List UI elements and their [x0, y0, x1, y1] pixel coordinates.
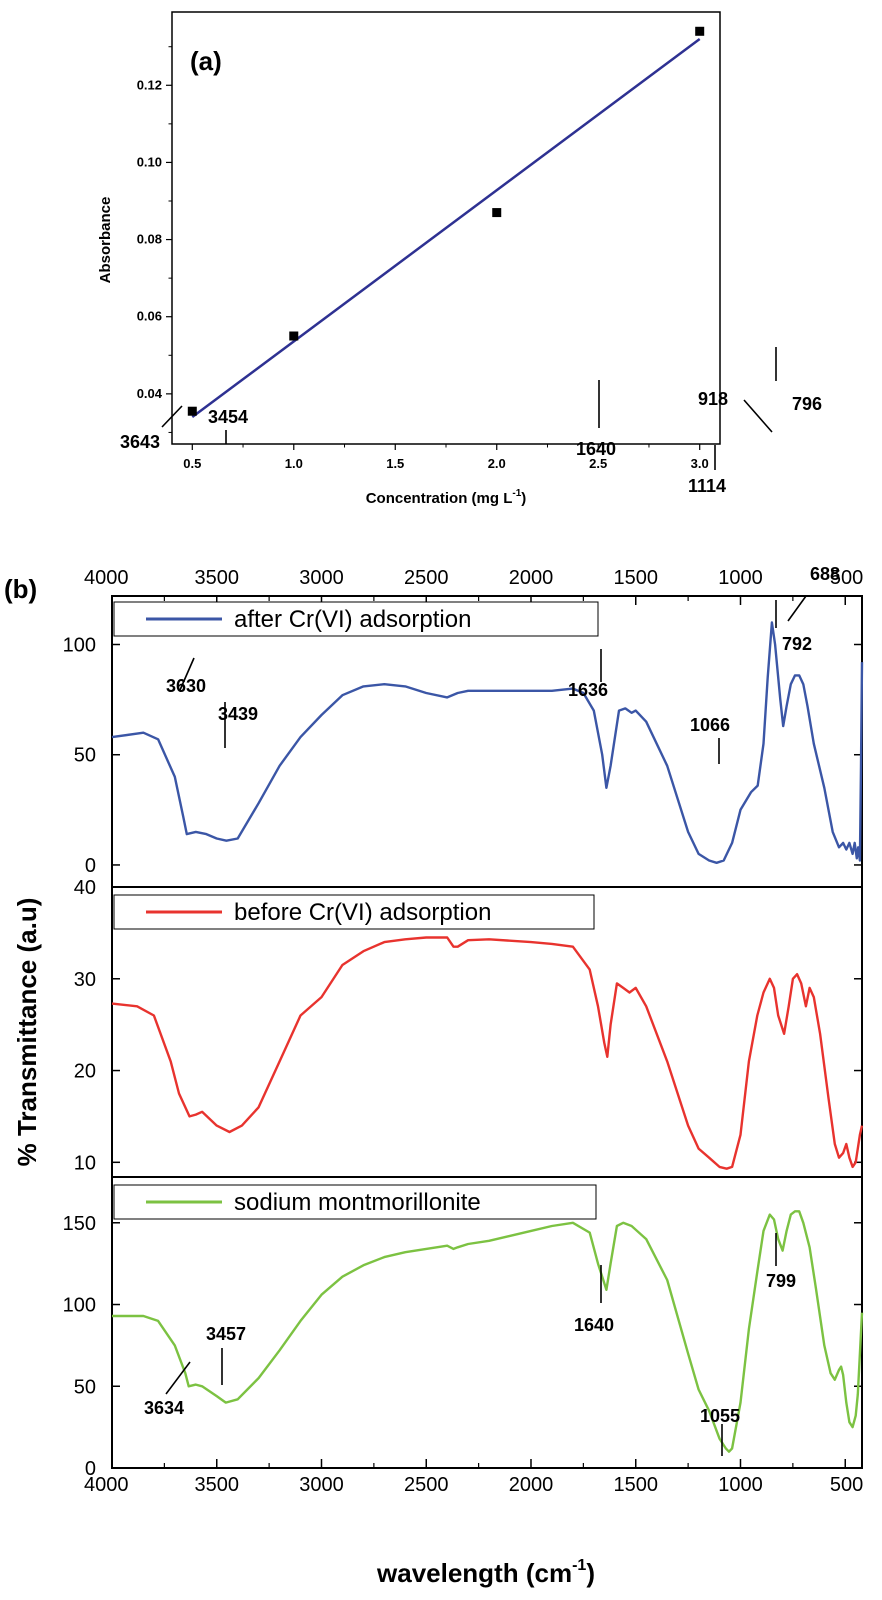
- x-axis-title-a-sup: -1: [512, 488, 521, 499]
- peak-label: 799: [766, 1271, 796, 1291]
- spectrum-line: [111, 936, 864, 1170]
- data-point: [695, 26, 705, 36]
- peak-label: 792: [782, 634, 812, 654]
- x-axis-title-a-end: ): [521, 490, 526, 507]
- regression-line: [191, 37, 701, 419]
- y-axis-title-b: % Transmittance (a.u): [12, 898, 42, 1167]
- peak-leader-line: [161, 405, 183, 428]
- legends: after Cr(VI) adsorption before Cr(VI) ads…: [113, 601, 599, 1220]
- x-tick-label-top: 3500: [194, 567, 239, 589]
- peak-label: 688: [810, 564, 840, 584]
- y-tick-label-a: 0.04: [137, 386, 163, 401]
- fit-line-a: [191, 37, 701, 419]
- x-tick-label-top: 1500: [613, 567, 658, 589]
- axis-ticks-a: 0.5 1.0 1.5 2.0 2.5 3.0 0.04 0.06 0.08 0.10 0.12: [137, 46, 709, 471]
- x-tick-label-a: 1.0: [285, 456, 303, 471]
- panel-label-a: (a): [190, 46, 222, 76]
- x-tick-label-bottom: 1500: [613, 1474, 658, 1496]
- x-tick-label-top: 4000: [84, 567, 129, 589]
- peak-label: 1055: [700, 1406, 740, 1426]
- data-point: [187, 406, 197, 416]
- y-tick-label-b: 0: [85, 855, 96, 877]
- axis-ticks-b: 4000400035003500300030002500250020002000…: [63, 567, 864, 1496]
- x-tick-label-bottom: 2000: [509, 1474, 554, 1496]
- x-tick-label-top: 1000: [718, 567, 763, 589]
- x-axis-title-a-main: Concentration (mg L: [366, 490, 513, 507]
- legend-box: [113, 894, 595, 930]
- peak-label: 3457: [206, 1324, 246, 1344]
- spectra: [111, 621, 864, 1453]
- x-tick-label-top: 2500: [404, 567, 449, 589]
- x-axis-title-b: wavelength (cm-1): [376, 1557, 595, 1588]
- y-tick-label-b: 150: [63, 1213, 96, 1235]
- peak-label: 1066: [690, 715, 730, 735]
- x-tick-label-bottom: 1000: [718, 1474, 763, 1496]
- peak-label: 1640: [574, 1315, 614, 1335]
- x-tick-label-bottom: 3500: [194, 1474, 239, 1496]
- data-point: [492, 208, 502, 218]
- x-axis-title-a: Concentration (mg L-1): [366, 488, 527, 507]
- panel-label-b: (b): [4, 574, 37, 604]
- x-tick-label-a: 1.5: [386, 456, 404, 471]
- peak-label: 1636: [568, 680, 608, 700]
- peak-label: 1640: [576, 439, 616, 459]
- x-tick-label-a: 3.0: [691, 456, 709, 471]
- legend-label: after Cr(VI) adsorption: [234, 606, 471, 633]
- x-tick-label-top: 3000: [299, 567, 344, 589]
- y-tick-label-b: 50: [74, 1376, 96, 1398]
- spectrum-line: [112, 1210, 864, 1453]
- peak-label: 3454: [208, 407, 248, 427]
- legend-box: [113, 1184, 597, 1220]
- y-tick-label-b: 100: [63, 635, 96, 657]
- calibration-chart: (a) 0.5 1.0 1.5 2.0 2.5 3.00.040.060.080.100.…: [97, 11, 721, 507]
- x-axis-title-b-main: wavelength (cm: [376, 1558, 572, 1588]
- y-tick-label-b: 20: [74, 1061, 96, 1083]
- x-axis-title-b-end: ): [586, 1558, 595, 1588]
- y-tick-label-b: 50: [74, 745, 96, 767]
- plot-frame-b: [111, 595, 863, 1469]
- x-axis-title-b-sup: -1: [572, 1557, 586, 1574]
- peak-leader-line: [743, 399, 773, 433]
- y-tick-label-b: 10: [74, 1152, 96, 1174]
- x-tick-label-a: 2.0: [488, 456, 506, 471]
- x-tick-label-bottom: 2500: [404, 1474, 449, 1496]
- peak-label: 3439: [218, 704, 258, 724]
- peak-label: 3643: [120, 432, 160, 452]
- x-tick-label-a: 2.5: [589, 456, 607, 471]
- y-tick-label-a: 0.06: [137, 309, 162, 324]
- y-axis-title-a: Absorbance: [97, 197, 114, 284]
- legend-label: before Cr(VI) adsorption: [234, 899, 491, 926]
- peak-label: 3630: [166, 676, 206, 696]
- x-tick-label-bottom: 500: [830, 1474, 863, 1496]
- y-tick-label-b: 40: [74, 877, 96, 899]
- x-tick-label-top: 2000: [509, 567, 554, 589]
- y-tick-label-a: 0.08: [137, 232, 162, 247]
- x-tick-label-bottom: 4000: [84, 1474, 129, 1496]
- y-tick-label-a: 0.12: [137, 77, 162, 92]
- peak-leader-line: [165, 1361, 191, 1395]
- y-tick-label-a: 0.10: [137, 154, 162, 169]
- y-tick-label-b: 100: [63, 1295, 96, 1317]
- x-tick-label-a: 0.5: [183, 456, 201, 471]
- peak-annotations: 3643 3454 1640 1114 918 796 3630 3439 1636 1066 79…: [120, 347, 840, 1456]
- ftir-chart: (b) 400040003500350030003000250025002000…: [4, 347, 863, 1588]
- y-tick-label-b: 0: [85, 1458, 96, 1480]
- peak-label: 3634: [144, 1398, 184, 1418]
- peak-label: 796: [792, 394, 822, 414]
- data-points-a: [187, 26, 705, 416]
- y-tick-label-b: 30: [74, 969, 96, 991]
- spectrum-line: [111, 621, 864, 864]
- x-tick-label-bottom: 3000: [299, 1474, 344, 1496]
- x-tick-label-top: 500: [830, 567, 863, 589]
- peak-leader-line: [787, 595, 807, 622]
- peak-label: 1114: [688, 476, 726, 496]
- legend-label: sodium montmorillonite: [234, 1189, 481, 1216]
- data-point: [289, 331, 299, 341]
- peak-leader-line: [179, 657, 195, 691]
- peak-label: 918: [698, 389, 728, 409]
